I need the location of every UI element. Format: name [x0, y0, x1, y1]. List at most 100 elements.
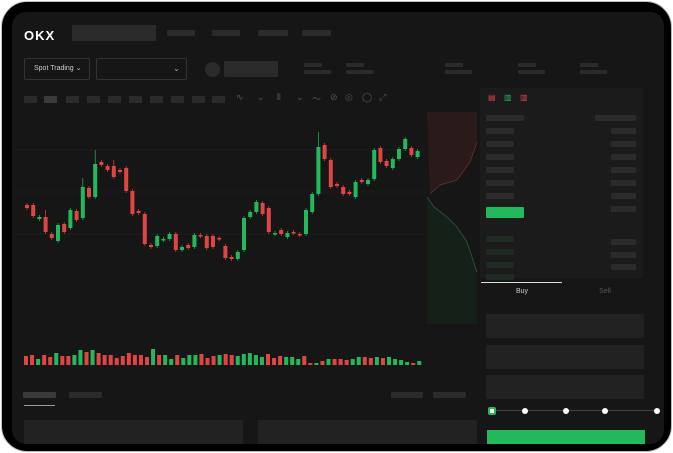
amount-input[interactable] [486, 345, 644, 369]
volume-bar [332, 359, 337, 365]
volume-bar [247, 353, 252, 365]
stat-value [445, 70, 472, 74]
total-input[interactable] [486, 375, 644, 399]
candle [260, 201, 265, 216]
candle [409, 146, 414, 157]
candle [111, 160, 116, 179]
volume-bar [199, 354, 204, 365]
bid-amount [611, 252, 636, 258]
ask-price [486, 167, 514, 173]
ruler-icon[interactable]: ⊘ [330, 92, 338, 102]
tab-sell[interactable]: Sell [599, 288, 611, 295]
volume-bar [374, 357, 379, 365]
tab-open-orders[interactable] [23, 392, 56, 398]
volume-bar [66, 356, 71, 365]
candle [87, 186, 91, 199]
volume-bar [163, 355, 168, 365]
timeframe-button[interactable] [171, 96, 184, 103]
timeframe-button[interactable] [24, 96, 37, 103]
bid-price [486, 236, 514, 242]
nav-item[interactable] [258, 30, 288, 36]
timeframe-button[interactable] [129, 96, 142, 103]
candle [124, 166, 129, 193]
volume-bar [380, 358, 385, 365]
line-icon[interactable]: 〜 [312, 94, 322, 104]
candle [372, 148, 377, 181]
volume-bar [302, 356, 307, 365]
slider-step[interactable] [522, 408, 528, 414]
nav-item[interactable] [167, 30, 195, 36]
search-input[interactable] [72, 25, 156, 41]
candle [118, 168, 122, 174]
tab-history[interactable] [69, 392, 102, 398]
candle [279, 228, 284, 236]
leverage-slider[interactable] [492, 410, 658, 411]
candle [192, 233, 197, 249]
orderbook-header [595, 115, 636, 121]
timeframe-button[interactable] [192, 96, 205, 103]
orderbook-asks-icon[interactable]: ▥ [520, 93, 528, 102]
orderbook-both-icon[interactable]: ▤ [488, 93, 496, 102]
slider-step[interactable] [563, 408, 569, 414]
volume-bar [368, 358, 373, 365]
candle [136, 209, 141, 215]
fullscreen-icon[interactable]: ⤢ [379, 92, 387, 102]
slider-step[interactable] [654, 408, 660, 414]
candle [31, 203, 36, 218]
volume-bar [229, 355, 234, 365]
bid-price [486, 262, 514, 268]
volume-bar [114, 358, 119, 365]
candle [149, 243, 153, 249]
candle [186, 243, 191, 250]
candle [99, 160, 104, 167]
camera-icon[interactable]: ◎ [345, 92, 353, 102]
volume-bar [241, 354, 246, 365]
nav-item[interactable] [212, 30, 240, 36]
volume-bar [290, 357, 295, 365]
timeframe-button[interactable] [150, 96, 163, 103]
candle [229, 255, 234, 261]
volume-bar [60, 356, 65, 365]
stat-label [580, 63, 598, 67]
filter-button[interactable] [433, 392, 466, 398]
nav-item[interactable] [302, 30, 331, 36]
candle [167, 232, 172, 241]
volume-bar [132, 355, 137, 365]
volume-bar [181, 358, 186, 365]
volume-bar [356, 357, 361, 365]
candle [316, 132, 321, 196]
orderbook-bids-icon[interactable]: ▥ [504, 93, 512, 102]
volume-bar [30, 355, 35, 365]
pair-selector[interactable]: ⌄ [96, 58, 187, 80]
candle [198, 233, 203, 238]
candle [378, 146, 383, 164]
settings-icon[interactable]: ◯ [362, 92, 373, 102]
ask-price [486, 128, 514, 134]
candle [37, 215, 42, 221]
price-chart[interactable] [12, 12, 664, 444]
slider-step[interactable] [602, 408, 608, 414]
volume-bar [417, 361, 422, 365]
volume-bar [211, 356, 216, 365]
indicator-icon[interactable]: ∿ [236, 92, 244, 102]
filter-button[interactable] [391, 392, 423, 398]
timeframe-button[interactable] [87, 96, 100, 103]
slider-handle[interactable] [488, 407, 496, 415]
volume-bar [108, 355, 113, 365]
timeframe-button[interactable] [44, 96, 57, 103]
timeframe-button[interactable] [212, 96, 225, 103]
price-input[interactable] [486, 314, 644, 338]
tab-buy[interactable]: Buy [515, 288, 529, 295]
buy-button[interactable] [487, 430, 645, 444]
spot-trading-dropdown[interactable]: Spot Trading ⌄ [24, 58, 90, 80]
chevron-down-icon[interactable]: ⌄ [296, 92, 304, 102]
candle-type-icon[interactable]: ⫴ [277, 92, 281, 102]
candle [204, 234, 209, 250]
candle [304, 208, 308, 236]
chevron-down-icon[interactable]: ⌄ [257, 92, 265, 102]
candle [359, 178, 364, 184]
timeframe-button[interactable] [108, 96, 121, 103]
buy-tab-underline [481, 282, 562, 283]
timeframe-button[interactable] [66, 96, 79, 103]
volume-bar [24, 356, 28, 365]
